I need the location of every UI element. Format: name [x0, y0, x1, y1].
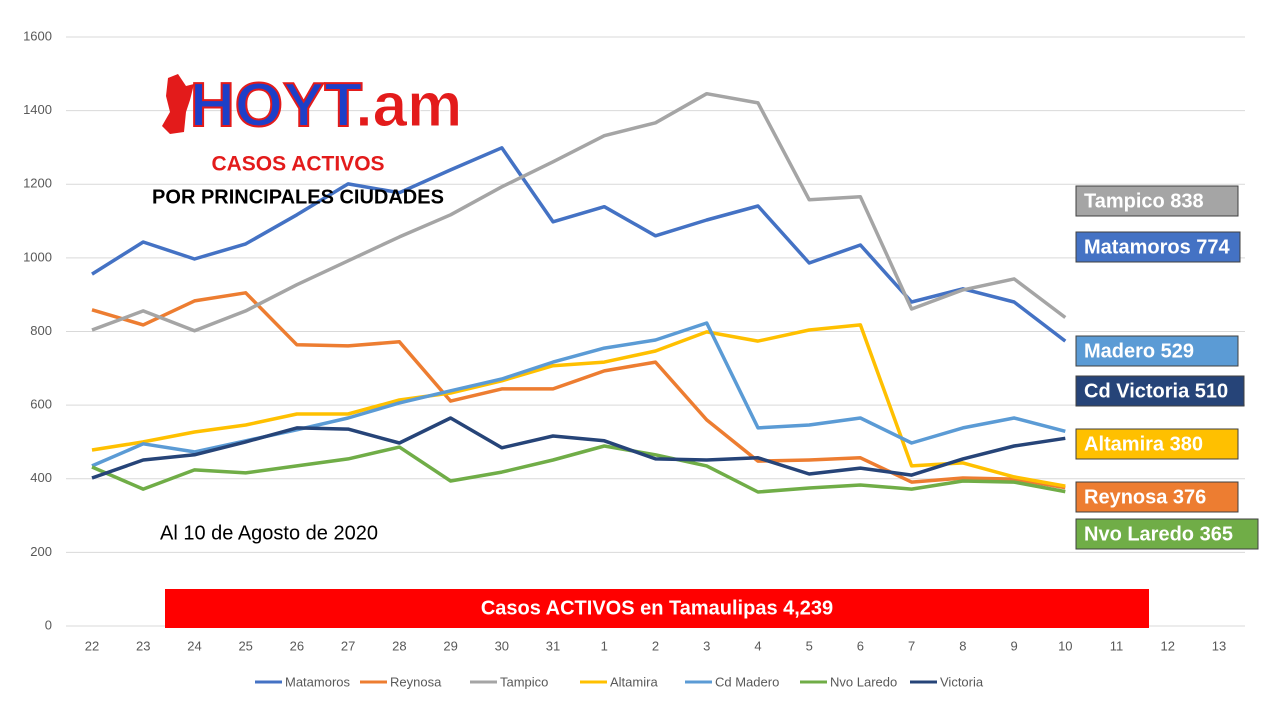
- end-labels: Tampico 838 Matamoros 774 Madero 529 Cd Vic…: [1075, 185, 1259, 550]
- end-label: Matamoros 774: [1084, 236, 1230, 258]
- y-tick-label: 0: [45, 617, 52, 632]
- x-tick-label: 11: [1110, 638, 1124, 653]
- end-label: Reynosa 376: [1084, 486, 1206, 508]
- end-label-box: [1075, 428, 1239, 460]
- series-line: [91, 323, 1066, 488]
- x-tick-label: 13: [1212, 638, 1226, 653]
- legend: Matamoros Reynosa Tampico Altamira Cd Madero…: [255, 674, 984, 689]
- x-tick-label: 3: [703, 638, 710, 653]
- y-tick-label: 1200: [23, 176, 52, 191]
- logo-map: [162, 74, 194, 134]
- x-tick-label: 29: [443, 638, 457, 653]
- logo-part: HOYT: [190, 71, 362, 140]
- end-label: Cd Victoria 510: [1084, 380, 1228, 402]
- y-tick-label: 400: [30, 470, 52, 485]
- end-label: Madero 529: [1084, 340, 1194, 362]
- legend-label: Altamira: [610, 674, 658, 689]
- x-tick-label: 8: [959, 638, 966, 653]
- end-label-box: [1075, 375, 1245, 407]
- y-tick-label: 600: [30, 397, 52, 412]
- end-label-box: [1075, 335, 1239, 367]
- banner: Casos ACTIVOS en Tamaulipas 4,239: [481, 597, 833, 619]
- end-label-box: [1075, 518, 1259, 550]
- end-label: Altamira 380: [1084, 433, 1203, 455]
- series-line: [91, 416, 1066, 480]
- series-line: [91, 444, 1066, 494]
- end-label-box: [1075, 231, 1241, 263]
- y-tick-label: 1400: [23, 102, 52, 117]
- x-tick-label: 6: [857, 638, 864, 653]
- legend-label: Nvo Laredo: [830, 674, 897, 689]
- chart-subtitle: POR PRINCIPALES CIUDADES: [152, 186, 444, 208]
- y-tick-label: 1000: [23, 249, 52, 264]
- x-tick-label: 22: [85, 638, 99, 653]
- legend-label: Reynosa: [390, 674, 442, 689]
- x-tick-label: 28: [392, 638, 406, 653]
- x-tick-label: 12: [1161, 638, 1175, 653]
- y-tick-label: 1600: [23, 28, 52, 43]
- x-tick-label: 27: [341, 638, 355, 653]
- logo-main: HOYT.am: [190, 71, 462, 140]
- end-label-box: [1075, 185, 1239, 217]
- end-label: Nvo Laredo 365: [1084, 523, 1233, 545]
- banner-box: [165, 589, 1149, 628]
- chart-title: CASOS ACTIVOS: [211, 153, 384, 176]
- y-tick-label: 800: [30, 323, 52, 338]
- x-tick-label: 30: [495, 638, 509, 653]
- x-tick-label: 2: [652, 638, 659, 653]
- x-tick-label: 26: [290, 638, 304, 653]
- x-tick-label: 24: [187, 638, 201, 653]
- y-tick-label: 200: [30, 544, 52, 559]
- x-tick-label: 31: [546, 638, 560, 653]
- legend-label: Tampico: [500, 674, 548, 689]
- end-label-box: [1075, 481, 1239, 513]
- series-line: [91, 91, 1067, 333]
- x-tick-label: 10: [1058, 638, 1072, 653]
- x-tick-label: 23: [136, 638, 150, 653]
- series-line: [91, 291, 1066, 490]
- x-tick-label: 4: [754, 638, 761, 653]
- x-tick-label: 25: [238, 638, 252, 653]
- x-tick-label: 5: [806, 638, 813, 653]
- legend-label: Victoria: [940, 674, 984, 689]
- logo-part: .am: [355, 71, 462, 140]
- legend-label: Matamoros: [285, 674, 351, 689]
- end-label: Tampico 838: [1084, 190, 1204, 212]
- x-tick-label: 9: [1010, 638, 1017, 653]
- lines: [91, 91, 1067, 494]
- x-tick-label: 7: [908, 638, 915, 653]
- x-tick-label: 1: [601, 638, 608, 653]
- legend-label: Cd Madero: [715, 674, 779, 689]
- date-note: Al 10 de Agosto de 2020: [160, 522, 378, 544]
